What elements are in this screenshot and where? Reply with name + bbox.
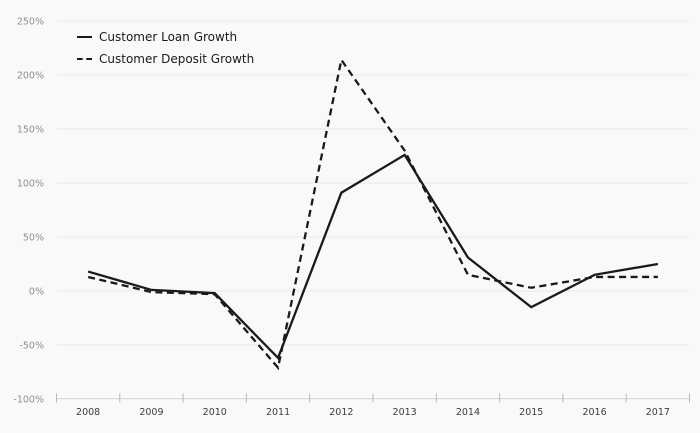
solid-line-swatch	[77, 36, 92, 38]
x-tick-label-2014: 2014	[456, 407, 480, 418]
legend-label-deposit-growth: Customer Deposit Growth	[99, 52, 255, 66]
legend-label-loan-growth: Customer Loan Growth	[99, 30, 238, 44]
legend: Customer Loan Growth Customer Deposit Gr…	[77, 26, 254, 70]
y-tick-label--50: -50%	[19, 341, 44, 352]
x-tick-label-2016: 2016	[582, 407, 606, 418]
series-line-deposit-growth	[87, 57, 658, 371]
y-tick-label--100: -100%	[13, 395, 44, 406]
x-tick-label-2013: 2013	[393, 407, 417, 418]
y-tick-label-200: 200%	[17, 71, 44, 82]
x-tick-label-2009: 2009	[139, 407, 163, 418]
y-tick-label-100: 100%	[17, 179, 44, 190]
series-line-loan-growth	[87, 153, 659, 361]
legend-item-deposit-growth: Customer Deposit Growth	[77, 48, 254, 70]
y-tick-label-250: 250%	[17, 17, 44, 28]
x-tick-label-2015: 2015	[519, 407, 543, 418]
dashed-line-swatch	[77, 58, 92, 60]
y-tick-label-0: 0%	[29, 287, 44, 298]
legend-item-loan-growth: Customer Loan Growth	[77, 26, 254, 48]
x-tick-label-2017: 2017	[646, 407, 670, 418]
y-tick-label-150: 150%	[17, 125, 44, 136]
x-tick-label-2012: 2012	[329, 407, 353, 418]
x-tick-label-2011: 2011	[266, 407, 290, 418]
y-tick-label-50: 50%	[23, 233, 44, 244]
x-tick-label-2010: 2010	[203, 407, 227, 418]
x-tick-label-2008: 2008	[76, 407, 100, 418]
